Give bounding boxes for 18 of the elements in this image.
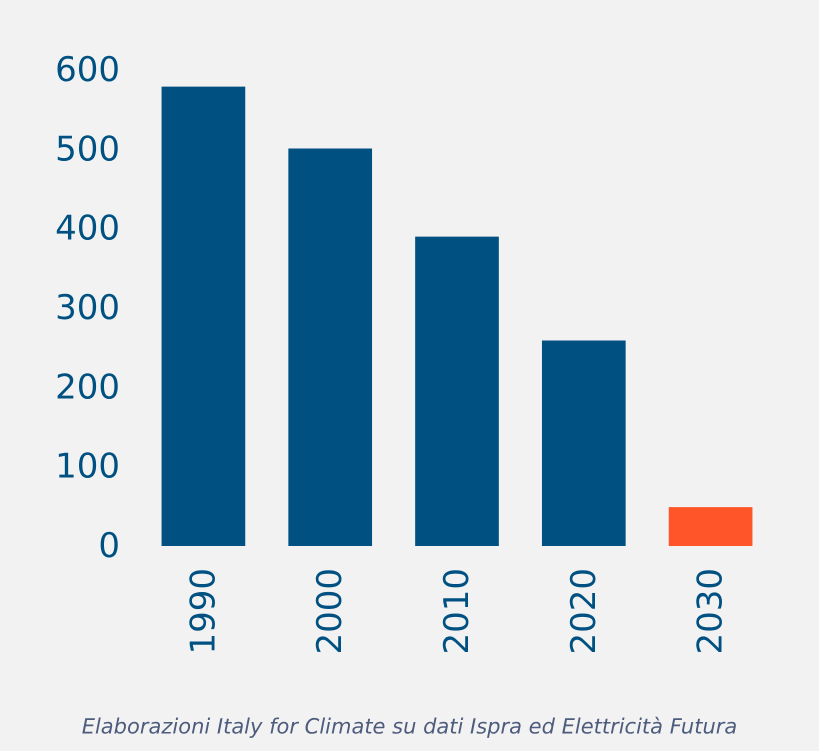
bar (288, 148, 372, 546)
bar (668, 507, 752, 546)
text: Elaborazioni Italy for Climate su dati Ispra ed Elettricità Futura (82, 714, 738, 738)
y-tick-label: 0 (98, 526, 120, 566)
y-tick-label: 400 (55, 208, 120, 249)
x-tick-label: 2030 (690, 568, 731, 655)
bar (542, 340, 626, 546)
y-tick-label: 100 (55, 446, 120, 487)
bar (162, 86, 246, 546)
y-tick-label: 300 (55, 288, 120, 328)
bar (415, 236, 499, 546)
y-tick-label: 500 (55, 129, 120, 170)
y-tick-label: 200 (55, 367, 120, 408)
x-tick-label: 1990 (183, 568, 224, 655)
x-tick-label: 2020 (564, 568, 604, 655)
y-tick-label: 600 (55, 50, 120, 90)
x-tick-label: 2010 (437, 568, 477, 655)
x-tick-label: 2000 (310, 568, 350, 655)
